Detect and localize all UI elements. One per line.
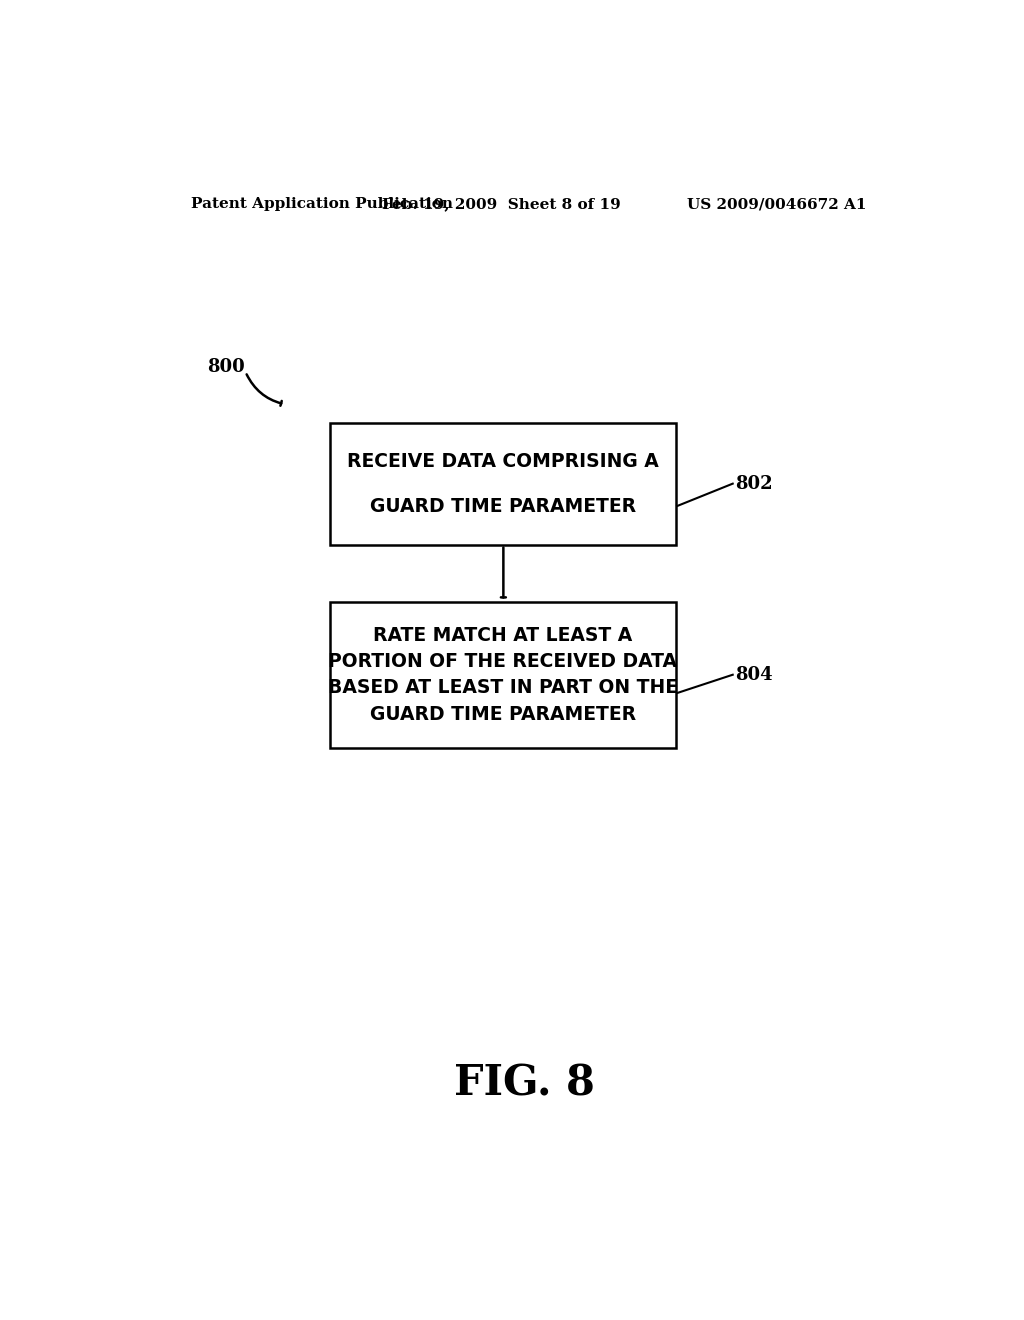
Text: GUARD TIME PARAMETER: GUARD TIME PARAMETER — [370, 705, 636, 723]
Text: Patent Application Publication: Patent Application Publication — [191, 197, 454, 211]
Bar — [331, 602, 676, 748]
Text: PORTION OF THE RECEIVED DATA: PORTION OF THE RECEIVED DATA — [329, 652, 678, 671]
Bar — [331, 422, 676, 545]
Text: RECEIVE DATA COMPRISING A: RECEIVE DATA COMPRISING A — [347, 451, 658, 471]
Text: Feb. 19, 2009  Sheet 8 of 19: Feb. 19, 2009 Sheet 8 of 19 — [382, 197, 621, 211]
Text: 804: 804 — [735, 665, 773, 684]
Text: GUARD TIME PARAMETER: GUARD TIME PARAMETER — [370, 496, 636, 516]
Text: RATE MATCH AT LEAST A: RATE MATCH AT LEAST A — [374, 626, 633, 644]
Text: BASED AT LEAST IN PART ON THE: BASED AT LEAST IN PART ON THE — [328, 678, 678, 697]
Text: US 2009/0046672 A1: US 2009/0046672 A1 — [686, 197, 866, 211]
Text: FIG. 8: FIG. 8 — [455, 1063, 595, 1105]
Text: 800: 800 — [207, 358, 245, 376]
Text: 802: 802 — [735, 475, 773, 492]
